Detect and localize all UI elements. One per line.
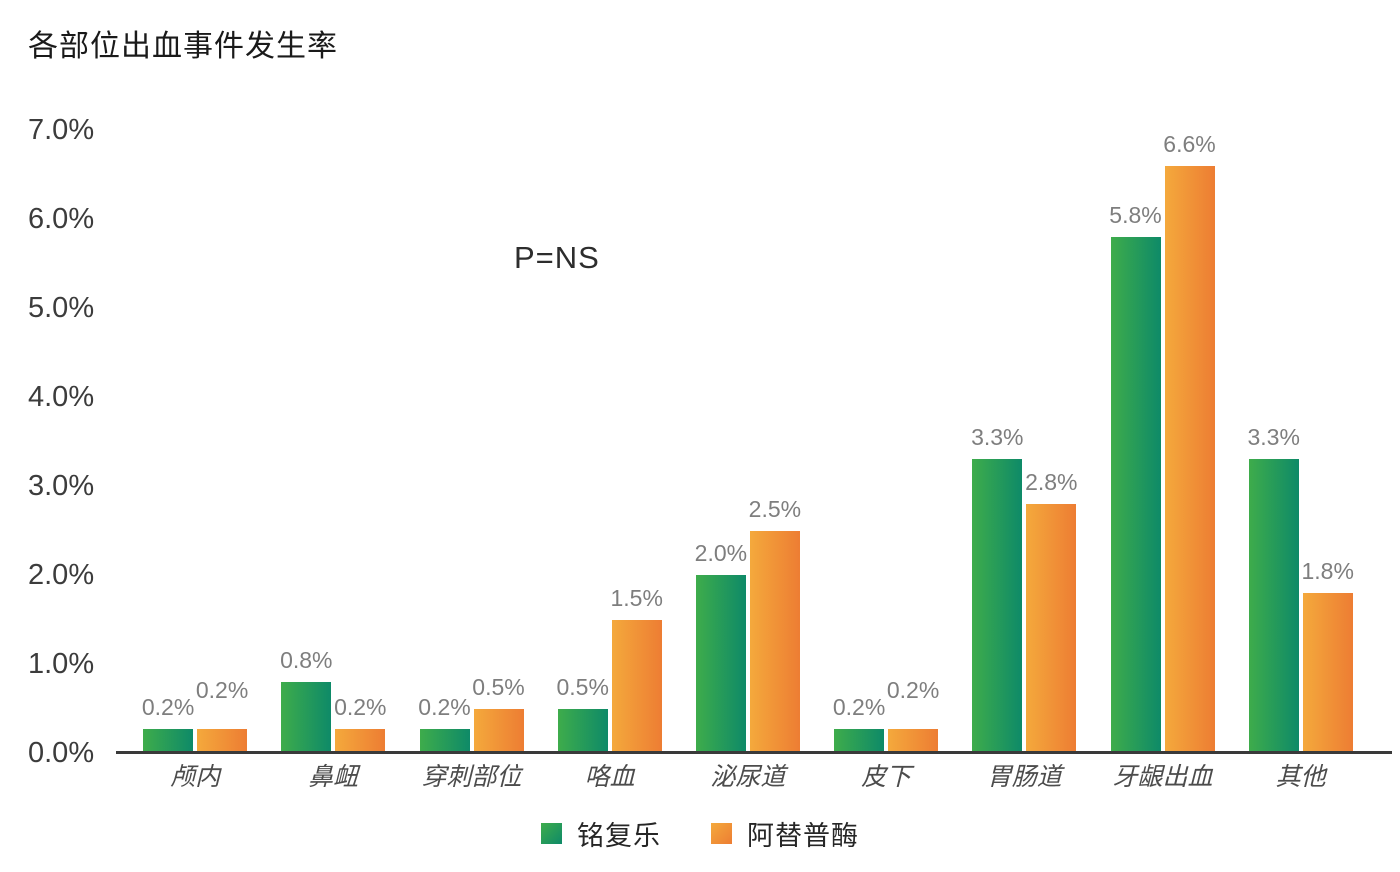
value-label-series-2: 2.8% [1025, 468, 1078, 495]
bar-series-1-牙龈出血 [1110, 236, 1161, 753]
bar-series-1-鼻衄 [281, 681, 332, 753]
x-axis-category-label: 穿刺部位 [421, 763, 522, 791]
bar-series-2-颅内 [197, 729, 248, 753]
x-axis-category-label: 其他 [1275, 763, 1326, 791]
legend-item-series-1: 铭复乐 [541, 814, 661, 853]
value-label-series-1: 0.5% [556, 673, 609, 700]
y-axis-tick-label: 6.0% [28, 203, 95, 235]
value-label-series-1: 2.0% [694, 540, 748, 566]
bar-series-2-鼻衄 [335, 729, 386, 753]
x-axis-category-label: 牙龈出血 [1112, 763, 1213, 791]
bar-series-1-颅内 [143, 729, 194, 753]
value-label-series-1: 0.2% [418, 694, 471, 720]
bar-series-2-泌尿道 [749, 530, 800, 753]
bar-series-1-胃肠道 [972, 459, 1023, 753]
y-axis-tick-label: 2.0% [28, 559, 95, 591]
bar-series-2-牙龈出血 [1164, 165, 1215, 753]
p-value-annotation: P=NS [514, 240, 600, 275]
legend-item-series-2: 阿替普酶 [711, 814, 859, 853]
x-axis-category-label: 鼻衄 [308, 763, 359, 791]
value-label-series-1: 0.2% [832, 694, 886, 720]
bar-series-2-其他 [1302, 592, 1353, 753]
y-axis-tick-label: 4.0% [28, 381, 95, 413]
x-axis-category-label: 颅内 [170, 763, 221, 791]
value-label-series-2: 0.5% [472, 673, 525, 700]
bar-series-1-其他 [1248, 459, 1299, 753]
y-axis-tick-label: 3.0% [28, 470, 95, 502]
value-label-series-1: 3.3% [971, 424, 1024, 451]
value-label-series-2: 1.5% [610, 584, 663, 611]
value-label-series-2: 0.2% [886, 677, 940, 703]
bar-series-1-咯血 [557, 708, 608, 753]
bar-series-2-皮下 [888, 729, 939, 753]
x-axis-category-label: 泌尿道 [710, 763, 786, 791]
value-label-series-2: 1.8% [1301, 557, 1354, 584]
value-label-series-2: 2.5% [748, 495, 802, 522]
bar-series-1-泌尿道 [695, 575, 746, 753]
value-label-series-2: 0.2% [195, 677, 249, 703]
bar-series-2-胃肠道 [1026, 503, 1077, 753]
x-axis-category-label: 咯血 [584, 763, 635, 791]
x-axis-category-label: 胃肠道 [986, 763, 1062, 791]
legend-swatch-orange [711, 823, 732, 844]
legend: 铭复乐 阿替普酶 [0, 814, 1400, 853]
y-axis-tick-label: 5.0% [28, 292, 95, 324]
value-label-series-1: 0.2% [141, 694, 195, 720]
x-axis-category-label: 皮下 [861, 763, 912, 791]
x-axis-line [116, 751, 1392, 754]
y-axis-tick-label: 0.0% [28, 737, 95, 769]
legend-swatch-green [541, 823, 562, 844]
bar-series-2-咯血 [611, 619, 662, 753]
bar-series-2-穿刺部位 [473, 708, 524, 753]
value-label-series-1: 3.3% [1247, 424, 1300, 451]
value-label-series-1: 5.8% [1109, 201, 1162, 228]
chart-title: 各部位出血事件发生率 [28, 30, 338, 63]
value-label-series-1: 0.8% [280, 646, 333, 673]
legend-label-series-2: 阿替普酶 [747, 821, 859, 851]
bar-series-1-皮下 [834, 729, 885, 753]
legend-label-series-1: 铭复乐 [577, 821, 661, 851]
value-label-series-2: 6.6% [1163, 130, 1216, 157]
value-label-series-2: 0.2% [334, 694, 387, 720]
y-axis-tick-label: 7.0% [28, 114, 95, 146]
bar-series-1-穿刺部位 [419, 729, 470, 753]
y-axis-tick-label: 1.0% [28, 648, 95, 680]
